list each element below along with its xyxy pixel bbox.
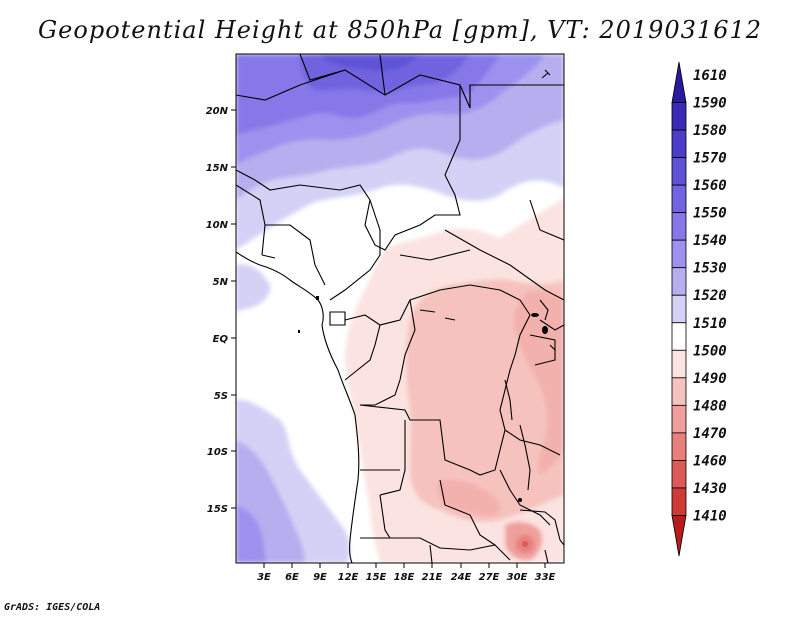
lon-label: 12E xyxy=(338,572,359,583)
colorbar-swatch xyxy=(671,212,687,241)
lat-label: 10N xyxy=(206,220,229,231)
lon-label: 30E xyxy=(507,572,528,583)
lat-label: 5S xyxy=(214,391,228,402)
lat-label: EQ xyxy=(213,334,229,345)
colorbar-label: 1570 xyxy=(693,151,727,167)
colorbar-swatch xyxy=(671,515,687,557)
colorbar-label: 1430 xyxy=(693,481,727,497)
lon-label: 9E xyxy=(313,572,327,583)
lon-label: 3E xyxy=(257,572,271,583)
colorbar-label: 1500 xyxy=(693,343,727,359)
colorbar-label: 1590 xyxy=(693,96,727,112)
colorbar-label: 1480 xyxy=(693,398,727,414)
lon-label: 33E xyxy=(535,572,556,583)
colorbar-swatch xyxy=(671,349,687,379)
colorbar-swatch xyxy=(671,157,687,186)
colorbar-label: 1610 xyxy=(693,68,727,84)
lon-label: 6E xyxy=(285,572,299,583)
colorbar-swatch xyxy=(671,129,687,158)
lon-label: 21E xyxy=(422,572,443,583)
longitude-axis: 3E 6E 9E 12E 15E 18E 21E 24E 27E 30E 33E xyxy=(257,563,556,583)
colorbar-swatch xyxy=(671,102,687,131)
colorbar-label: 1490 xyxy=(693,371,727,387)
colorbar-label: 1510 xyxy=(693,316,727,332)
colorbar-label: 1530 xyxy=(693,261,727,277)
colorbar-swatch xyxy=(671,184,687,214)
map-frame xyxy=(235,53,565,564)
colorbar-swatch xyxy=(671,404,687,434)
lon-label: 24E xyxy=(451,572,472,583)
colorbar: 1610 1590 1580 1570 1560 1550 1540 1530 1520 1510… xyxy=(671,61,727,557)
lon-label: 27E xyxy=(479,572,500,583)
colorbar-label: 1580 xyxy=(693,123,727,139)
lon-label: 15E xyxy=(366,572,387,583)
map-title: Geopotential Height at 850hPa [gpm], VT:… xyxy=(38,16,762,44)
colorbar-swatch xyxy=(671,460,687,489)
colorbar-label: 1460 xyxy=(693,453,727,469)
lat-label: 15N xyxy=(206,163,229,174)
footer-credit: GrADS: IGES/COLA xyxy=(4,602,101,613)
colorbar-swatch xyxy=(671,487,687,516)
colorbar-label: 1550 xyxy=(693,206,727,222)
colorbar-label: 1520 xyxy=(693,288,727,304)
colorbar-swatch xyxy=(671,239,687,269)
lon-label: 18E xyxy=(394,572,415,583)
latitude-axis: 20N 15N 10N 5N EQ 5S 10S 15S xyxy=(206,106,236,515)
lat-label: 10S xyxy=(207,447,228,458)
lat-label: 20N xyxy=(206,106,229,117)
lat-label: 5N xyxy=(213,277,229,288)
colorbar-swatch xyxy=(671,267,687,296)
colorbar-label: 1470 xyxy=(693,426,727,442)
colorbar-swatch xyxy=(671,377,687,406)
colorbar-label: 1540 xyxy=(693,233,727,249)
lat-label: 15S xyxy=(207,504,228,515)
colorbar-swatch xyxy=(671,61,687,103)
colorbar-swatch xyxy=(671,322,687,351)
country-borders xyxy=(236,54,564,563)
colorbar-swatch xyxy=(671,432,687,461)
colorbar-label: 1410 xyxy=(693,508,727,524)
colorbar-label: 1560 xyxy=(693,178,727,194)
colorbar-swatch xyxy=(671,294,687,324)
geopotential-field xyxy=(236,54,564,563)
